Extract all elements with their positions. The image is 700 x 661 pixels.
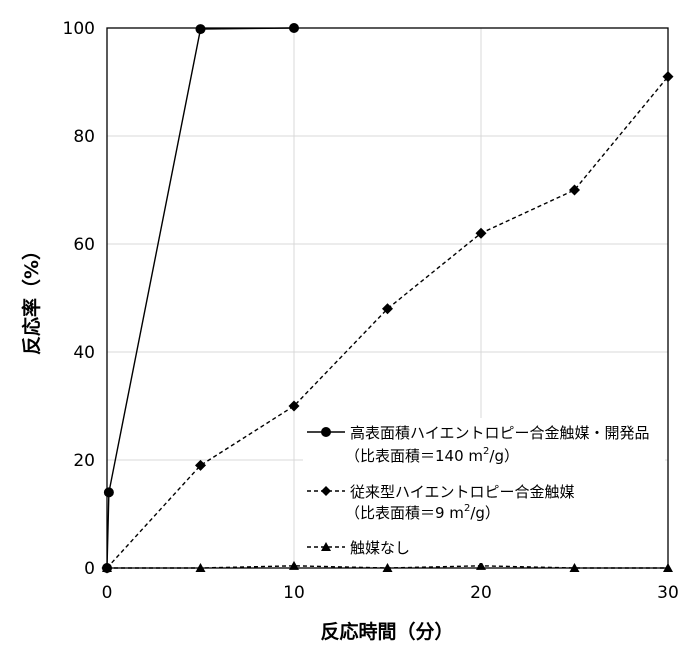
legend-sub-sup-1: 2: [483, 446, 489, 457]
data-point-diamond: [288, 400, 300, 412]
legend-sub-suffix-1: /g）: [489, 447, 519, 465]
data-point-circle: [195, 24, 206, 35]
legend-label-high-surface: 高表面積ハイエントロピー合金触媒・開発品: [350, 424, 650, 442]
legend-marker-triangle: [321, 542, 331, 551]
y-tick-label: 60: [73, 235, 95, 255]
legend-sub-prefix-2: （比表面積＝9 m: [345, 504, 464, 522]
data-point-diamond: [382, 303, 393, 315]
y-axis-title: 反応率（%）: [20, 241, 43, 355]
legend-item-conventional: 従来型ハイエントロピー合金触媒 （比表面積＝9 m2/g）: [307, 483, 575, 522]
legend-label-conventional: 従来型ハイエントロピー合金触媒: [350, 483, 575, 501]
data-point-circle: [103, 487, 114, 498]
legend-item-high-surface: 高表面積ハイエントロピー合金触媒・開発品 （比表面積＝140 m2/g）: [307, 424, 650, 465]
legend-sublabel-high-surface: （比表面積＝140 m2/g）: [345, 446, 519, 465]
y-tick-label: 80: [73, 127, 95, 147]
x-axis-title: 反応時間（分）: [320, 620, 453, 643]
tick-labels: 0 20 40 60 80 100 0 10 20 30: [63, 19, 679, 603]
legend-sub-prefix-1: （比表面積＝140 m: [345, 447, 483, 465]
series-line-high-surface: [106, 27, 295, 569]
legend-marker-circle: [321, 427, 331, 437]
legend-item-no-catalyst: 触媒なし: [307, 539, 410, 557]
x-tick-label: 0: [102, 583, 113, 603]
legend-marker-diamond: [321, 486, 331, 496]
legend-sub-suffix-2: /g）: [470, 504, 500, 522]
y-tick-label: 100: [63, 19, 95, 39]
data-point-triangle: [102, 563, 112, 572]
data-point-diamond: [195, 459, 206, 471]
data-point-diamond: [475, 227, 487, 239]
legend-sublabel-conventional: （比表面積＝9 m2/g）: [345, 503, 500, 522]
data-point-triangle: [382, 563, 393, 572]
data-point-triangle: [289, 560, 299, 570]
y-tick-label: 20: [73, 451, 95, 471]
legend-background: [303, 418, 665, 563]
data-point-diamond: [662, 71, 674, 83]
series-layer: [101, 23, 674, 574]
data-point-triangle: [195, 563, 206, 572]
data-point-triangle: [663, 563, 673, 572]
y-tick-label: 40: [73, 343, 95, 363]
data-point-circle: [289, 23, 299, 33]
data-point-triangle: [569, 563, 580, 572]
data-point-diamond: [569, 184, 580, 196]
x-tick-label: 10: [283, 583, 305, 603]
y-tick-label: 0: [84, 559, 95, 579]
data-point-triangle: [476, 560, 486, 570]
legend-sub-sup-2: 2: [464, 503, 470, 514]
series-no-catalyst: [102, 560, 673, 572]
x-tick-label: 20: [470, 583, 492, 603]
legend-label-no-catalyst: 触媒なし: [350, 539, 410, 557]
x-tick-label: 30: [657, 583, 679, 603]
legend: 高表面積ハイエントロピー合金触媒・開発品 （比表面積＝140 m2/g） 従来型…: [303, 418, 665, 563]
